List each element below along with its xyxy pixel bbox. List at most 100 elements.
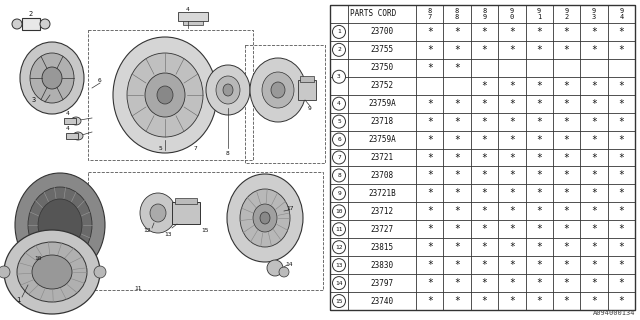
Text: *: * [481, 134, 488, 145]
Text: 23727: 23727 [371, 225, 394, 234]
Text: *: * [481, 27, 488, 37]
Text: 14: 14 [285, 261, 292, 267]
Text: 23721B: 23721B [368, 189, 396, 198]
Text: *: * [509, 206, 515, 216]
Text: *: * [427, 153, 433, 163]
Circle shape [333, 276, 346, 290]
Ellipse shape [113, 37, 217, 153]
Text: 8
7: 8 7 [428, 8, 432, 20]
Text: *: * [454, 63, 460, 73]
Text: *: * [454, 224, 460, 234]
Text: *: * [536, 27, 542, 37]
Text: *: * [427, 63, 433, 73]
Text: *: * [618, 45, 624, 55]
Text: *: * [564, 188, 570, 198]
Ellipse shape [127, 53, 203, 137]
Ellipse shape [216, 76, 240, 104]
Text: 9
0: 9 0 [509, 8, 514, 20]
Ellipse shape [32, 255, 72, 289]
Text: *: * [591, 27, 597, 37]
Ellipse shape [71, 117, 81, 125]
Text: *: * [509, 224, 515, 234]
Text: 11: 11 [134, 285, 141, 291]
Text: *: * [591, 278, 597, 288]
Text: *: * [564, 242, 570, 252]
Text: *: * [536, 242, 542, 252]
Ellipse shape [15, 173, 105, 277]
Text: *: * [481, 188, 488, 198]
Text: *: * [591, 45, 597, 55]
Text: *: * [454, 260, 460, 270]
Text: *: * [509, 134, 515, 145]
Bar [298, 80, 316, 100]
Text: *: * [481, 206, 488, 216]
Bar [172, 202, 200, 224]
Text: *: * [454, 188, 460, 198]
Text: 3: 3 [337, 74, 341, 79]
Bar [88, 30, 253, 160]
Text: 6: 6 [98, 77, 102, 83]
Text: *: * [591, 188, 597, 198]
Ellipse shape [40, 19, 50, 29]
Bar [64, 118, 76, 124]
Circle shape [333, 205, 346, 218]
Text: 10: 10 [35, 255, 42, 260]
Text: *: * [481, 99, 488, 109]
Ellipse shape [145, 73, 185, 117]
Bar [22, 18, 40, 30]
Text: *: * [618, 171, 624, 180]
Text: *: * [536, 153, 542, 163]
Text: *: * [536, 188, 542, 198]
Text: *: * [618, 81, 624, 91]
Text: *: * [481, 153, 488, 163]
Text: 4: 4 [66, 125, 70, 131]
Circle shape [333, 187, 346, 200]
Text: *: * [481, 278, 488, 288]
Ellipse shape [12, 19, 22, 29]
Circle shape [333, 241, 346, 254]
Text: *: * [591, 296, 597, 306]
Text: *: * [481, 45, 488, 55]
Text: 23797: 23797 [371, 279, 394, 288]
Text: *: * [509, 45, 515, 55]
Text: *: * [591, 206, 597, 216]
Text: 23718: 23718 [371, 117, 394, 126]
Text: *: * [536, 296, 542, 306]
Text: *: * [536, 45, 542, 55]
Text: *: * [618, 296, 624, 306]
Text: PARTS CORD: PARTS CORD [350, 10, 396, 19]
Bar [300, 76, 314, 82]
Ellipse shape [150, 204, 166, 222]
Text: 23759A: 23759A [368, 135, 396, 144]
Text: *: * [564, 45, 570, 55]
Text: *: * [509, 171, 515, 180]
Text: 9
3: 9 3 [592, 8, 596, 20]
Text: *: * [454, 278, 460, 288]
Text: *: * [427, 278, 433, 288]
Bar [178, 12, 208, 21]
Bar [175, 198, 197, 204]
Ellipse shape [17, 242, 87, 302]
Text: *: * [454, 296, 460, 306]
Text: *: * [564, 224, 570, 234]
Ellipse shape [157, 86, 173, 104]
Text: 9
1: 9 1 [537, 8, 541, 20]
Text: 17: 17 [286, 205, 294, 211]
Text: *: * [454, 242, 460, 252]
Text: 15: 15 [335, 299, 343, 304]
Text: 13: 13 [335, 263, 343, 268]
Text: 12: 12 [143, 228, 151, 233]
Text: *: * [481, 81, 488, 91]
Ellipse shape [0, 266, 10, 278]
Text: *: * [618, 206, 624, 216]
Text: *: * [591, 116, 597, 127]
Circle shape [333, 25, 346, 38]
Text: 23750: 23750 [371, 63, 394, 72]
Text: *: * [481, 171, 488, 180]
Text: *: * [509, 260, 515, 270]
Text: *: * [564, 260, 570, 270]
Ellipse shape [267, 260, 283, 276]
Text: *: * [591, 242, 597, 252]
Circle shape [333, 223, 346, 236]
Text: *: * [536, 206, 542, 216]
